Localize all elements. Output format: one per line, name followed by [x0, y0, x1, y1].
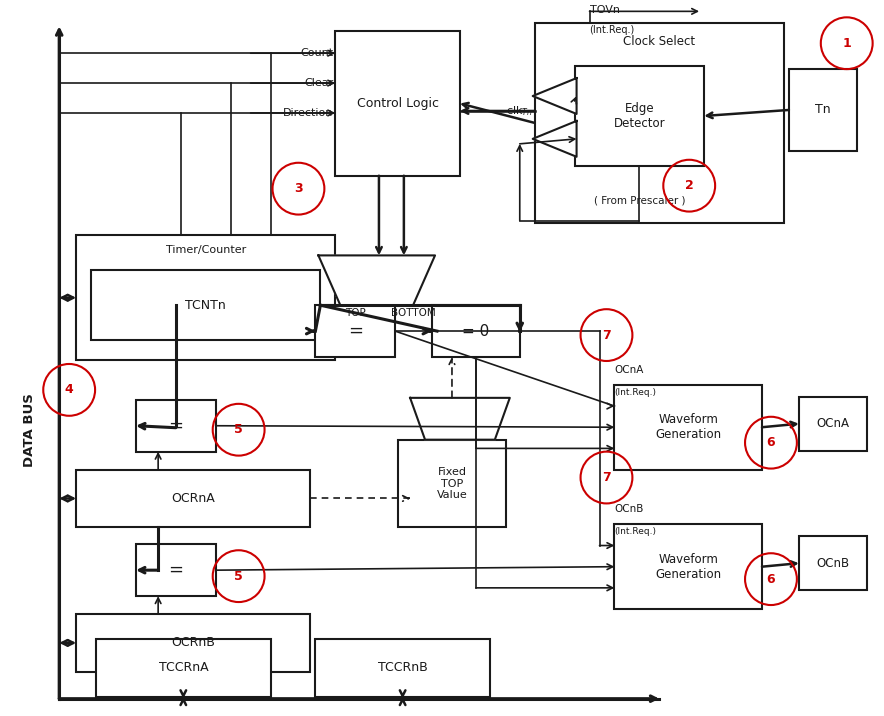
Text: Clear: Clear — [304, 78, 333, 88]
Bar — [614, 385, 762, 470]
Text: OCnB: OCnB — [816, 557, 850, 570]
Text: Edge
Detector: Edge Detector — [613, 102, 665, 130]
Polygon shape — [410, 398, 510, 440]
Text: (Int.Req.): (Int.Req.) — [614, 528, 657, 536]
Text: Fixed
TOP
Value: Fixed TOP Value — [437, 467, 468, 500]
Text: Direction: Direction — [283, 108, 333, 118]
Text: (Int.Req.): (Int.Req.) — [590, 25, 635, 35]
Text: 5: 5 — [234, 423, 243, 436]
Bar — [799, 397, 866, 450]
Text: ( From Prescaler ): ( From Prescaler ) — [594, 195, 685, 205]
Text: TCNTn: TCNTn — [186, 299, 226, 311]
Bar — [76, 614, 310, 672]
Polygon shape — [533, 78, 576, 114]
Bar — [316, 639, 490, 697]
Text: Tn: Tn — [815, 104, 831, 117]
Polygon shape — [318, 256, 435, 305]
Text: 7: 7 — [602, 329, 611, 342]
Bar — [76, 470, 310, 528]
Text: Waveform
Generation: Waveform Generation — [655, 413, 721, 441]
Bar — [575, 66, 705, 165]
Text: Timer/Counter: Timer/Counter — [165, 246, 246, 256]
Text: Count: Count — [301, 48, 333, 58]
Text: 7: 7 — [602, 471, 611, 484]
Text: OCnA: OCnA — [816, 417, 850, 430]
Text: =: = — [347, 322, 362, 340]
Text: TOVn: TOVn — [590, 5, 620, 15]
Bar — [799, 536, 866, 590]
Bar — [136, 544, 216, 596]
Text: clk$_{Tn}$: clk$_{Tn}$ — [507, 104, 533, 118]
Text: 1: 1 — [842, 37, 851, 49]
Bar — [91, 271, 320, 340]
Text: OCRnB: OCRnB — [171, 637, 215, 649]
Bar — [136, 400, 216, 452]
Text: Clock Select: Clock Select — [623, 35, 696, 48]
Text: 2: 2 — [685, 179, 694, 192]
Bar — [335, 32, 460, 175]
Bar — [614, 524, 762, 609]
Text: TOP: TOP — [345, 308, 366, 318]
Bar — [96, 639, 271, 697]
Text: Waveform
Generation: Waveform Generation — [655, 553, 721, 581]
Bar — [398, 440, 506, 528]
Polygon shape — [533, 121, 576, 157]
Text: 5: 5 — [234, 570, 243, 583]
Text: OCnB: OCnB — [614, 504, 644, 514]
Text: BOTTOM: BOTTOM — [391, 308, 436, 318]
Text: 6: 6 — [766, 436, 775, 449]
Bar — [535, 24, 784, 223]
Text: =: = — [168, 417, 183, 435]
Text: (Int.Req.): (Int.Req.) — [614, 388, 657, 397]
Text: 3: 3 — [294, 182, 302, 195]
Text: =: = — [168, 561, 183, 579]
Bar — [316, 305, 395, 357]
Bar — [76, 236, 335, 360]
Bar — [432, 305, 520, 357]
Text: TCCRnB: TCCRnB — [377, 662, 428, 674]
Text: 6: 6 — [766, 573, 775, 586]
Text: = 0: = 0 — [462, 324, 490, 339]
Text: TCCRnA: TCCRnA — [158, 662, 208, 674]
Bar — [789, 69, 857, 151]
Text: OCnA: OCnA — [614, 365, 644, 375]
Text: OCRnA: OCRnA — [171, 492, 215, 505]
Text: 4: 4 — [65, 383, 73, 397]
Text: Control Logic: Control Logic — [356, 97, 438, 110]
Text: DATA BUS: DATA BUS — [23, 393, 35, 467]
